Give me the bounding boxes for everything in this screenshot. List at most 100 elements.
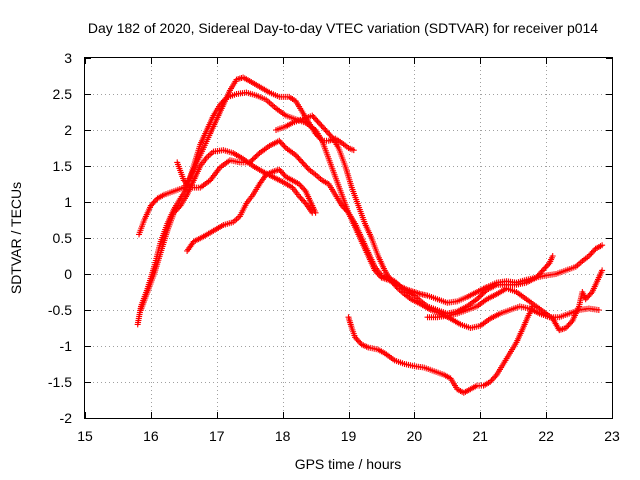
data-point bbox=[587, 251, 594, 258]
data-point bbox=[589, 248, 596, 255]
data-points bbox=[134, 74, 606, 396]
data-point bbox=[174, 205, 181, 212]
data-point bbox=[280, 142, 287, 149]
data-point bbox=[294, 153, 301, 160]
data-point bbox=[481, 289, 488, 296]
data-point bbox=[309, 112, 316, 119]
y-tick-label: 1.5 bbox=[53, 158, 73, 174]
data-point bbox=[313, 116, 320, 123]
data-point bbox=[344, 208, 351, 215]
data-point bbox=[281, 143, 288, 150]
data-point bbox=[183, 180, 190, 187]
x-tick-label: 21 bbox=[472, 428, 488, 444]
data-point bbox=[292, 152, 299, 159]
data-point bbox=[321, 125, 328, 132]
data-point bbox=[390, 281, 397, 288]
data-point bbox=[585, 253, 592, 259]
data-point bbox=[218, 100, 225, 107]
data-point bbox=[325, 129, 332, 136]
series-arc-5 bbox=[174, 137, 606, 317]
data-point bbox=[478, 292, 485, 299]
data-point bbox=[599, 267, 606, 274]
data-point bbox=[250, 155, 257, 162]
data-point bbox=[545, 261, 552, 268]
data-point bbox=[491, 374, 498, 381]
data-point bbox=[539, 267, 546, 274]
y-tick-label: 1 bbox=[64, 194, 72, 210]
data-point bbox=[585, 293, 592, 300]
data-point bbox=[599, 242, 606, 249]
data-point bbox=[277, 139, 284, 146]
data-point bbox=[489, 376, 496, 383]
data-point bbox=[322, 127, 329, 133]
data-point bbox=[588, 250, 595, 257]
x-axis-label: GPS time / hours bbox=[295, 456, 402, 472]
data-point bbox=[276, 166, 283, 173]
data-point bbox=[487, 379, 494, 385]
x-tick-label: 16 bbox=[143, 428, 159, 444]
data-point bbox=[529, 303, 536, 310]
data-point bbox=[583, 294, 590, 301]
y-tick-label: -2 bbox=[60, 410, 73, 426]
data-point bbox=[302, 162, 309, 169]
data-point bbox=[338, 202, 345, 209]
x-tick-label: 17 bbox=[209, 428, 225, 444]
series-arc-7 bbox=[424, 267, 606, 334]
data-point bbox=[172, 208, 179, 215]
data-point bbox=[543, 263, 550, 270]
data-point bbox=[298, 196, 305, 203]
data-point bbox=[393, 283, 400, 290]
data-point bbox=[186, 183, 193, 190]
data-point bbox=[350, 147, 357, 154]
data-point bbox=[249, 156, 256, 163]
data-point bbox=[549, 253, 556, 259]
data-point bbox=[252, 154, 259, 161]
data-point bbox=[298, 183, 305, 190]
x-tick-label: 19 bbox=[341, 428, 357, 444]
data-point bbox=[147, 202, 154, 209]
x-tick-labels: 15 16 17 18 19 20 21 22 23 bbox=[77, 428, 620, 444]
data-point bbox=[255, 151, 262, 158]
data-point bbox=[220, 97, 227, 104]
data-point bbox=[298, 157, 305, 164]
data-point bbox=[340, 204, 347, 211]
data-point bbox=[319, 124, 326, 131]
data-point bbox=[473, 296, 480, 303]
data-point bbox=[276, 137, 283, 144]
data-point bbox=[326, 131, 333, 138]
chart-title: Day 182 of 2020, Sidereal Day-to-day VTE… bbox=[88, 20, 598, 36]
data-point bbox=[151, 198, 158, 205]
data-point bbox=[595, 307, 602, 313]
data-point bbox=[314, 118, 321, 125]
data-point bbox=[176, 204, 183, 211]
data-point bbox=[565, 322, 572, 329]
data-point bbox=[296, 181, 303, 187]
data-point bbox=[586, 291, 593, 298]
y-tick-label: -1 bbox=[60, 338, 73, 354]
data-point bbox=[582, 296, 589, 303]
data-point bbox=[568, 319, 575, 326]
x-tick-label: 15 bbox=[77, 428, 93, 444]
data-point bbox=[312, 209, 319, 216]
data-point bbox=[301, 186, 308, 193]
series-arc-8 bbox=[345, 303, 536, 396]
data-point bbox=[542, 264, 549, 271]
data-point bbox=[253, 152, 260, 159]
data-point bbox=[311, 115, 318, 122]
data-point bbox=[222, 96, 229, 103]
data-point bbox=[342, 206, 349, 213]
data-point bbox=[149, 201, 156, 208]
data-point bbox=[541, 265, 548, 272]
data-point bbox=[317, 121, 324, 128]
data-point bbox=[538, 268, 545, 275]
data-point bbox=[323, 128, 330, 135]
data-point bbox=[389, 279, 396, 286]
x-tick-label: 22 bbox=[538, 428, 554, 444]
data-point bbox=[356, 338, 363, 345]
y-tick-label: 2.5 bbox=[53, 86, 73, 102]
data-point bbox=[300, 197, 307, 204]
y-axis-label: SDTVAR / TECUs bbox=[8, 182, 24, 294]
y-tick-label: -0.5 bbox=[48, 302, 72, 318]
y-tick-label: 3 bbox=[64, 50, 72, 66]
